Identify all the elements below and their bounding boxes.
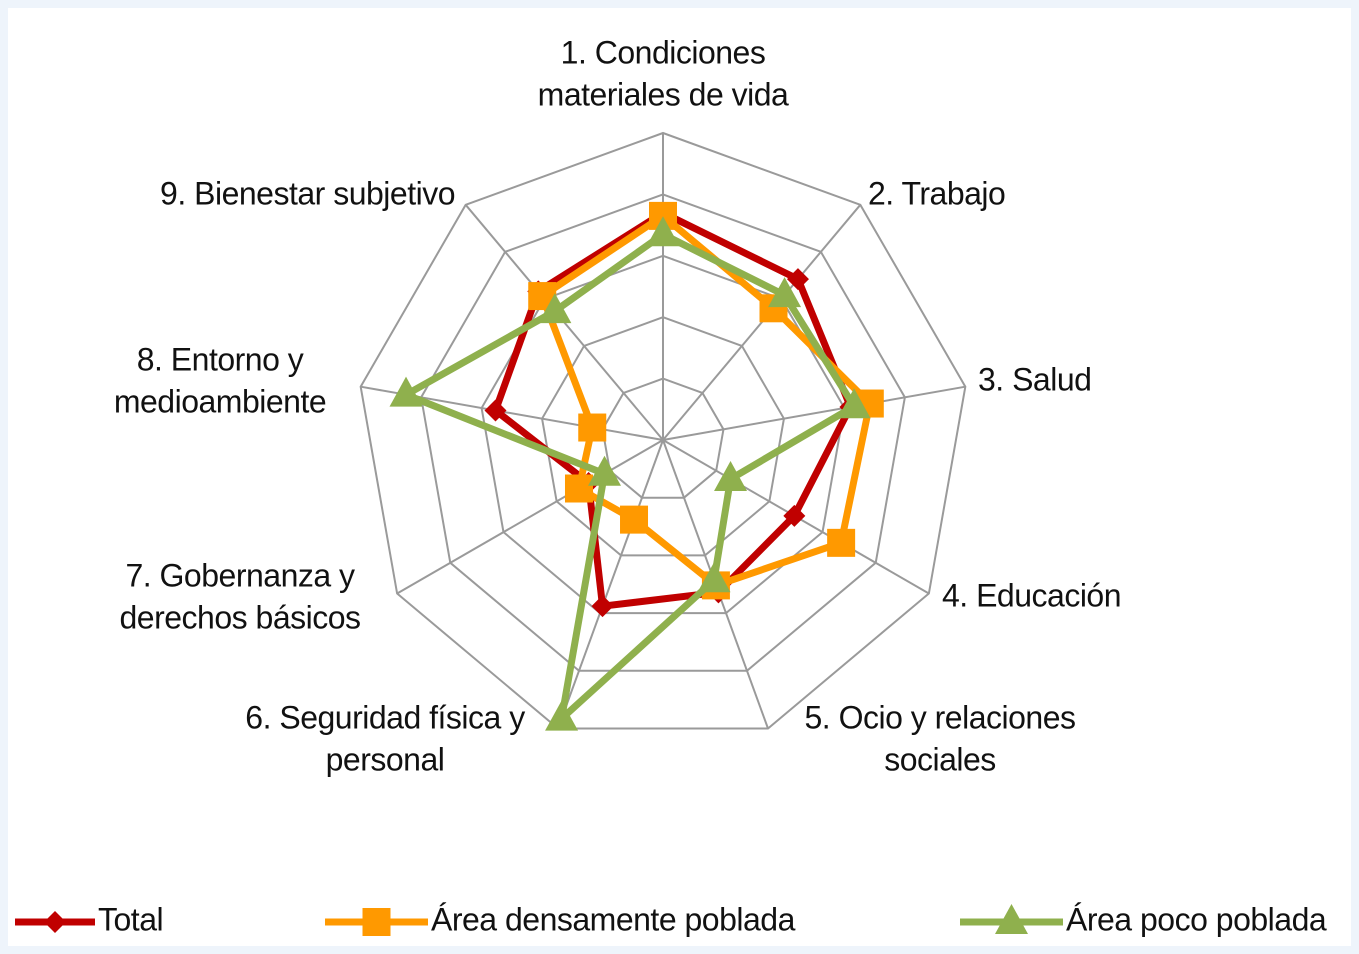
spoke	[662, 385, 966, 441]
axis-label: 8. Entorno y	[137, 341, 304, 377]
axis-label: 2. Trabajo	[868, 175, 1005, 211]
marker	[484, 399, 507, 422]
spoke	[662, 204, 862, 441]
spoke	[557, 439, 664, 729]
spoke	[396, 439, 664, 595]
marker	[768, 277, 802, 308]
marker	[545, 700, 579, 731]
axis-label: personal	[326, 741, 445, 777]
axis-label: 3. Salud	[978, 361, 1091, 397]
marker	[714, 460, 748, 491]
legend-marker	[995, 904, 1028, 934]
marker	[538, 293, 572, 324]
axis-label: 6. Seguridad física y	[245, 699, 525, 735]
marker	[620, 505, 649, 534]
axis-label: 4. Educación	[942, 577, 1121, 613]
axis-label: 7. Gobernanza y	[125, 557, 355, 593]
grid-ring	[541, 316, 785, 557]
legend-marker	[362, 908, 391, 936]
grid-ring	[420, 193, 906, 672]
axis-label: medioambiente	[114, 383, 326, 419]
axis-label: sociales	[884, 741, 996, 777]
axis-label: 1. Condiciones	[561, 34, 766, 70]
marker	[578, 413, 607, 442]
marker	[564, 474, 593, 503]
chart-background	[8, 8, 1351, 946]
marker	[697, 562, 731, 593]
marker	[591, 595, 614, 618]
marker	[786, 268, 809, 291]
axis-label: 9. Bienestar subjetivo	[160, 175, 455, 211]
axis-label: derechos básicos	[119, 599, 360, 635]
legend-label: Total	[98, 901, 163, 937]
marker	[783, 504, 806, 527]
marker	[827, 528, 856, 557]
marker	[646, 216, 680, 247]
legend-label: Área poco poblada	[1066, 901, 1327, 937]
axis-label: 5. Ocio y relaciones	[804, 699, 1075, 735]
grid-ring	[359, 131, 967, 730]
marker	[389, 376, 423, 407]
series-line	[402, 230, 858, 723]
marker	[837, 388, 871, 419]
marker	[588, 455, 622, 486]
axis-label: materiales de vida	[538, 76, 789, 112]
series-line	[492, 209, 854, 610]
grid-ring	[601, 377, 725, 499]
legend-label: Área densamente poblada	[431, 901, 796, 937]
legend-marker	[44, 911, 66, 933]
